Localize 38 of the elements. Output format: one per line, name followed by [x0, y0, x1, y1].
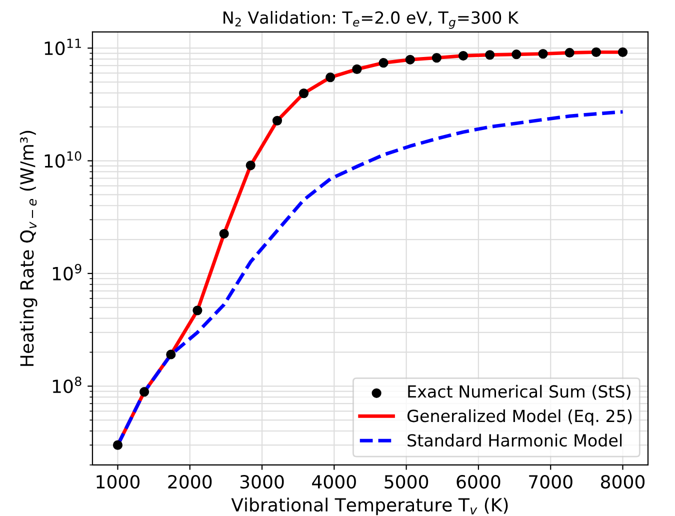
legend-label: Standard Harmonic Model	[408, 434, 622, 447]
point	[352, 64, 362, 74]
x-tick-label: 4000	[312, 474, 356, 489]
point	[112, 440, 123, 450]
point	[139, 387, 150, 397]
point	[591, 47, 601, 57]
point	[458, 50, 468, 61]
y-axis-title: Heating Rate Q$_{v−e}$ (W/m³)	[20, 130, 38, 366]
point	[512, 50, 522, 60]
point	[326, 72, 336, 82]
point	[432, 53, 442, 63]
x-tick-label: 2000	[168, 474, 212, 489]
point	[564, 48, 574, 58]
x-axis-title: Vibrational Temperature T$_{v}$ (K)	[231, 498, 508, 516]
x-tick-label: 7000	[529, 474, 572, 489]
point	[219, 228, 229, 239]
point	[298, 88, 309, 98]
y-tick-label: 10$^{10}$	[44, 151, 82, 168]
x-tick-label: 3000	[240, 474, 284, 489]
y-tick-label: 10$^{8}$	[52, 376, 82, 394]
legend-label: Generalized Model (Eq. 25)	[407, 409, 632, 426]
x-tick-label: 5000	[384, 474, 428, 489]
x-tick-label: 1000	[96, 474, 140, 489]
point	[618, 47, 628, 57]
point	[246, 160, 256, 170]
point	[485, 50, 495, 60]
point	[378, 58, 388, 68]
point	[166, 350, 176, 360]
point	[405, 54, 415, 64]
x-tick-label: 6000	[456, 474, 500, 489]
legend-label: Exact Numerical Sum (StS)	[408, 384, 630, 400]
chart-title: N$_{2}$ Validation: T$_{e}$=2.0 eV, T$_{g}$=300 K	[224, 10, 519, 29]
point	[538, 49, 548, 59]
point	[272, 116, 282, 126]
y-tick-label: 10$^{11}$	[44, 38, 81, 56]
x-tick-label: 8000	[601, 474, 645, 489]
point	[192, 306, 202, 316]
y-tick-label: 10$^{9}$	[52, 264, 82, 280]
